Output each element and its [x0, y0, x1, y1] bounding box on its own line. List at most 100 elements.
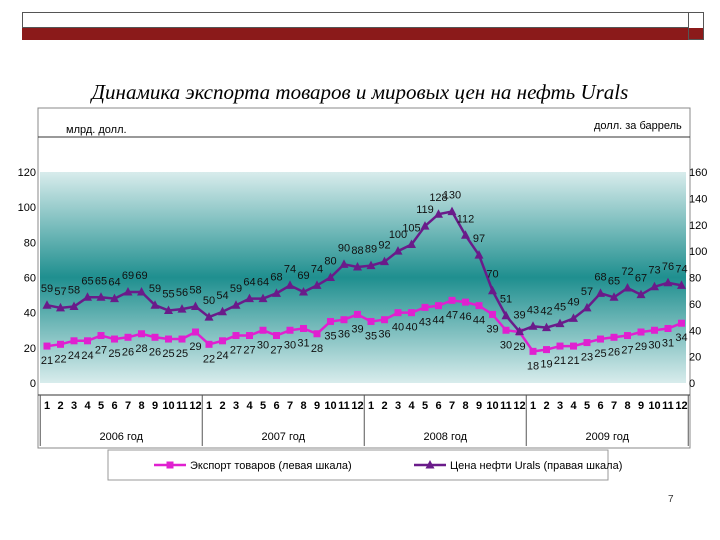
export-data-label: 21: [41, 355, 53, 367]
oil-data-label: 69: [135, 270, 147, 282]
month-tick-label: 6: [273, 400, 279, 412]
month-tick-label: 7: [125, 400, 131, 412]
export-data-label: 25: [162, 348, 174, 360]
oil-point: [218, 306, 227, 316]
export-point: [408, 309, 415, 317]
export-data-label: 39: [486, 323, 498, 335]
month-tick-label: 3: [557, 400, 563, 412]
oil-data-label: 56: [176, 287, 188, 299]
month-tick-label: 7: [287, 400, 293, 412]
export-point: [354, 310, 361, 318]
export-point: [84, 337, 91, 345]
export-data-label: 25: [108, 348, 120, 360]
export-point: [246, 332, 253, 340]
export-data-label: 18: [527, 360, 539, 372]
year-label: 2007 год: [261, 431, 305, 443]
month-tick-label: 8: [300, 400, 306, 412]
export-data-label: 25: [594, 348, 606, 360]
export-data-label: 39: [351, 323, 363, 335]
oil-data-label: 58: [68, 285, 80, 297]
oil-data-label: 76: [662, 261, 674, 273]
oil-point: [177, 304, 187, 313]
month-tick-label: 10: [648, 400, 660, 412]
export-point: [151, 333, 159, 341]
export-data-label: 29: [189, 341, 201, 353]
month-tick-label: 2: [381, 400, 387, 412]
month-tick-label: 8: [462, 400, 468, 412]
oil-point: [299, 287, 308, 296]
month-tick-label: 12: [189, 400, 201, 412]
month-tick-label: 4: [246, 400, 253, 412]
oil-point: [56, 302, 65, 312]
month-tick-label: 3: [395, 400, 401, 412]
month-tick-label: 2: [57, 400, 63, 412]
left-tick-label: 40: [24, 308, 36, 320]
oil-data-label: 64: [257, 277, 269, 289]
header-corner-bar: [689, 28, 703, 39]
export-point: [205, 340, 213, 348]
oil-data-label: 73: [648, 265, 660, 277]
month-tick-label: 4: [408, 400, 415, 412]
oil-point: [83, 292, 92, 301]
oil-data-label: 59: [41, 283, 53, 295]
right-tick-label: 40: [689, 325, 701, 337]
export-data-label: 30: [500, 339, 512, 351]
export-point: [165, 335, 172, 343]
export-data-label: 25: [176, 348, 188, 360]
oil-data-label: 65: [608, 275, 620, 287]
export-data-label: 22: [54, 353, 66, 365]
export-data-label: 30: [257, 339, 269, 351]
month-tick-label: 10: [162, 400, 174, 412]
oil-data-label: 57: [581, 286, 593, 298]
oil-point: [393, 246, 403, 255]
export-point: [475, 302, 483, 310]
oil-data-label: 68: [270, 271, 282, 283]
export-point: [394, 309, 402, 317]
oil-point: [434, 209, 443, 218]
export-point: [97, 332, 105, 340]
oil-data-label: 105: [402, 223, 420, 235]
oil-point: [461, 230, 470, 239]
export-point: [570, 342, 577, 350]
year-label: 2008 год: [423, 431, 467, 443]
export-point: [448, 296, 456, 304]
oil-point: [528, 321, 538, 330]
export-data-label: 27: [243, 345, 255, 357]
oil-data-label: 80: [324, 256, 336, 268]
chart-frame: [37, 107, 691, 449]
oil-point: [609, 292, 619, 301]
month-tick-label: 2: [219, 400, 225, 412]
export-data-label: 30: [648, 339, 660, 351]
legend-oil-label: Цена нефти Urals (правая шкала): [450, 460, 622, 472]
export-data-label: 29: [513, 341, 525, 353]
oil-data-label: 59: [149, 283, 161, 295]
oil-data-label: 51: [500, 294, 512, 306]
export-point: [543, 346, 550, 354]
oil-point: [636, 289, 646, 299]
export-data-label: 44: [432, 315, 444, 327]
export-point: [70, 337, 78, 345]
export-point: [583, 339, 591, 347]
export-data-label: 27: [230, 345, 242, 357]
oil-point: [380, 256, 389, 266]
right-axis-label: долл. за баррель: [594, 120, 682, 132]
oil-point: [501, 310, 511, 320]
month-tick-label: 4: [84, 400, 91, 412]
oil-point: [272, 288, 281, 297]
oil-data-label: 69: [297, 270, 309, 282]
right-tick-label: 120: [689, 220, 707, 232]
export-point: [232, 332, 240, 340]
oil-data-label: 54: [216, 290, 228, 302]
right-tick-label: 0: [689, 378, 695, 390]
month-tick-label: 3: [233, 400, 239, 412]
export-data-label: 28: [135, 343, 147, 355]
right-tick-label: 100: [689, 246, 707, 258]
oil-point: [326, 272, 335, 281]
oil-point: [663, 277, 673, 287]
oil-point: [569, 313, 578, 322]
export-data-label: 29: [635, 341, 647, 353]
oil-point: [123, 287, 133, 296]
oil-series-line: [46, 210, 682, 334]
left-tick-label: 0: [30, 378, 36, 390]
